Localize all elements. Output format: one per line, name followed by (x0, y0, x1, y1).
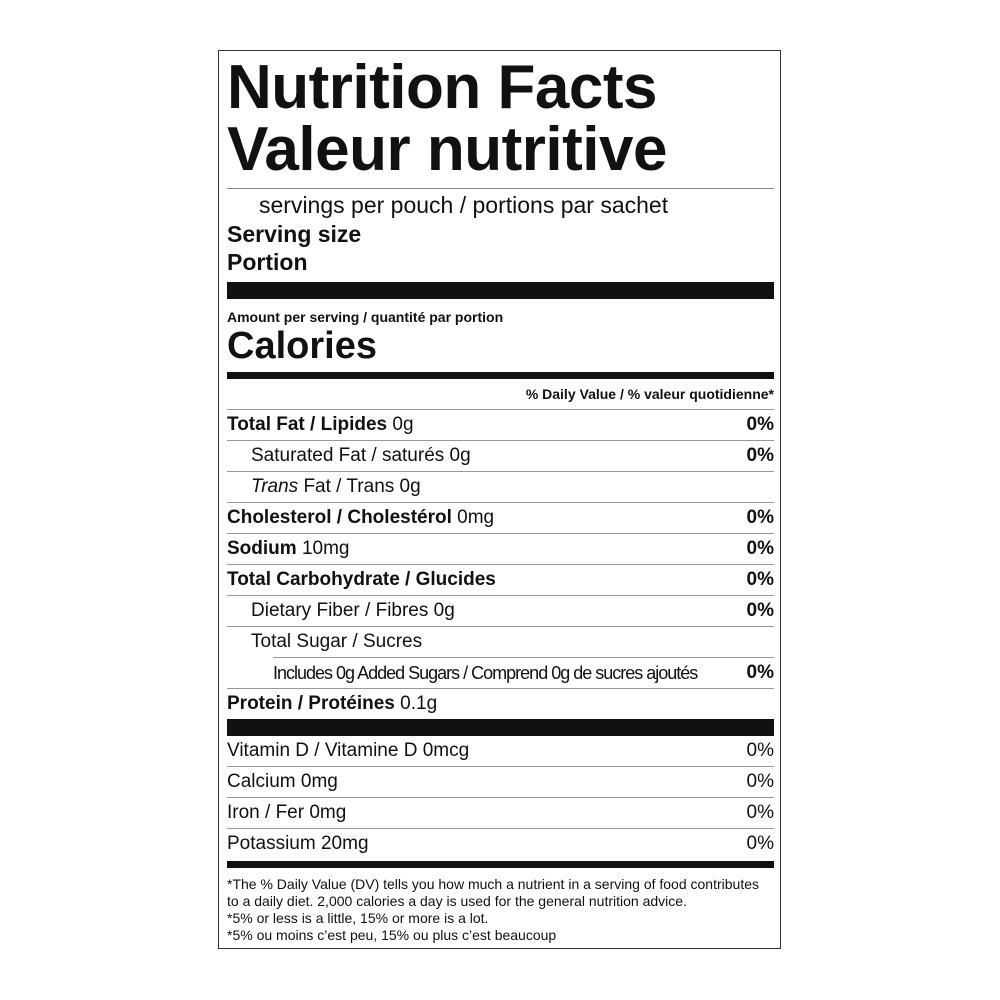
nutrient-name: Saturated Fat / saturés (251, 445, 445, 466)
nutrient-row-saturated-fat: Saturated Fat / saturés 0g 0% (227, 440, 774, 471)
nutrient-amount: 0g (433, 600, 455, 621)
nutrient-amount: 0.1g (400, 693, 438, 714)
nutrient-dv: 0% (746, 569, 774, 590)
footnote: *5% or less is a little, 15% or more is … (227, 910, 489, 926)
footnote: *The % Daily Value (DV) tells you how mu… (227, 876, 759, 909)
nutrient-dv: 0% (746, 414, 774, 435)
vitamin-row: Calcium 0mg 0% (227, 766, 774, 797)
vitamin-dv: 0% (746, 833, 774, 854)
nutrient-dv: 0% (746, 507, 774, 528)
nutrient-name: Protein / Protéines (227, 693, 395, 714)
serving-size-label: Serving size (227, 221, 362, 247)
servings-per-container: servings per pouch / portions par sachet (259, 192, 669, 218)
nutrient-name: Fat / Trans (298, 476, 395, 497)
amount-per-serving: Amount per serving / quantité par portio… (227, 309, 504, 325)
nutrient-row-dietary-fiber: Dietary Fiber / Fibres 0g 0% (227, 595, 774, 626)
vitamin-dv: 0% (746, 771, 774, 792)
vitamin-name: Calcium 0mg (227, 771, 338, 792)
title-en: Nutrition Facts (227, 53, 657, 122)
nutrient-name-italic: Trans (251, 476, 299, 497)
nutrient-name: Total Carbohydrate / Glucides (227, 569, 496, 590)
nutrient-row-added-sugars: Includes 0g Added Sugars / Comprend 0g d… (273, 657, 774, 688)
daily-value-header: % Daily Value / % valeur quotidienne* (525, 386, 774, 402)
nutrient-dv: 0% (746, 600, 774, 621)
nutrient-name: Total Sugar / Sucres (251, 631, 423, 652)
nutrition-facts-label: Nutrition Facts Valeur nutritive serving… (218, 50, 781, 949)
nutrient-dv: 0% (746, 538, 774, 559)
thick-divider (227, 282, 774, 299)
medium-divider (227, 372, 774, 379)
nutrient-row-total-sugar: Total Sugar / Sucres (227, 626, 774, 657)
nutrient-name: Cholesterol / Cholestérol (227, 507, 452, 528)
nutrient-name: Includes 0g Added Sugars / Comprend 0g d… (273, 662, 698, 683)
nutrient-amount: 0g (392, 414, 414, 435)
vitamin-row: Vitamin D / Vitamine D 0mcg 0% (227, 736, 774, 766)
vitamin-dv: 0% (746, 802, 774, 823)
vitamin-name: Vitamin D / Vitamine D 0mcg (227, 740, 470, 761)
medium-divider (227, 861, 774, 868)
nutrient-row-protein: Protein / Protéines 0.1g (227, 688, 774, 719)
portion-label: Portion (227, 249, 308, 275)
vitamin-name: Potassium 20mg (227, 833, 369, 854)
thick-divider (227, 719, 774, 736)
title-fr: Valeur nutritive (227, 115, 667, 184)
nutrient-row-cholesterol: Cholesterol / Cholestérol 0mg 0% (227, 502, 774, 533)
nutrient-amount: 0g (449, 445, 471, 466)
nutrient-row-total-carbohydrate: Total Carbohydrate / Glucides 0% (227, 564, 774, 595)
nutrient-dv: 0% (746, 445, 774, 466)
nutrient-amount: 0g (399, 476, 421, 497)
footnote: *5% ou moins c’est peu, 15% ou plus c’es… (227, 927, 557, 943)
nutrient-dv: 0% (746, 662, 774, 683)
nutrient-name: Total Fat / Lipides (227, 414, 388, 435)
nutrient-amount: 10mg (301, 538, 350, 559)
divider (227, 188, 774, 189)
nutrient-amount: 0mg (457, 507, 495, 528)
vitamin-name: Iron / Fer 0mg (227, 802, 347, 823)
vitamin-dv: 0% (746, 740, 774, 761)
nutrient-row-trans-fat: Trans Fat / Trans 0g (227, 471, 774, 502)
nutrient-row-total-fat: Total Fat / Lipides 0g 0% (227, 409, 774, 440)
nutrient-name: Sodium (227, 538, 297, 559)
vitamin-row: Potassium 20mg 0% (227, 828, 774, 859)
nutrient-name: Dietary Fiber / Fibres (251, 600, 429, 621)
footnotes: *The % Daily Value (DV) tells you how mu… (227, 876, 774, 944)
calories-label: Calories (227, 325, 377, 367)
nutrient-row-sodium: Sodium 10mg 0% (227, 533, 774, 564)
vitamin-row: Iron / Fer 0mg 0% (227, 797, 774, 828)
